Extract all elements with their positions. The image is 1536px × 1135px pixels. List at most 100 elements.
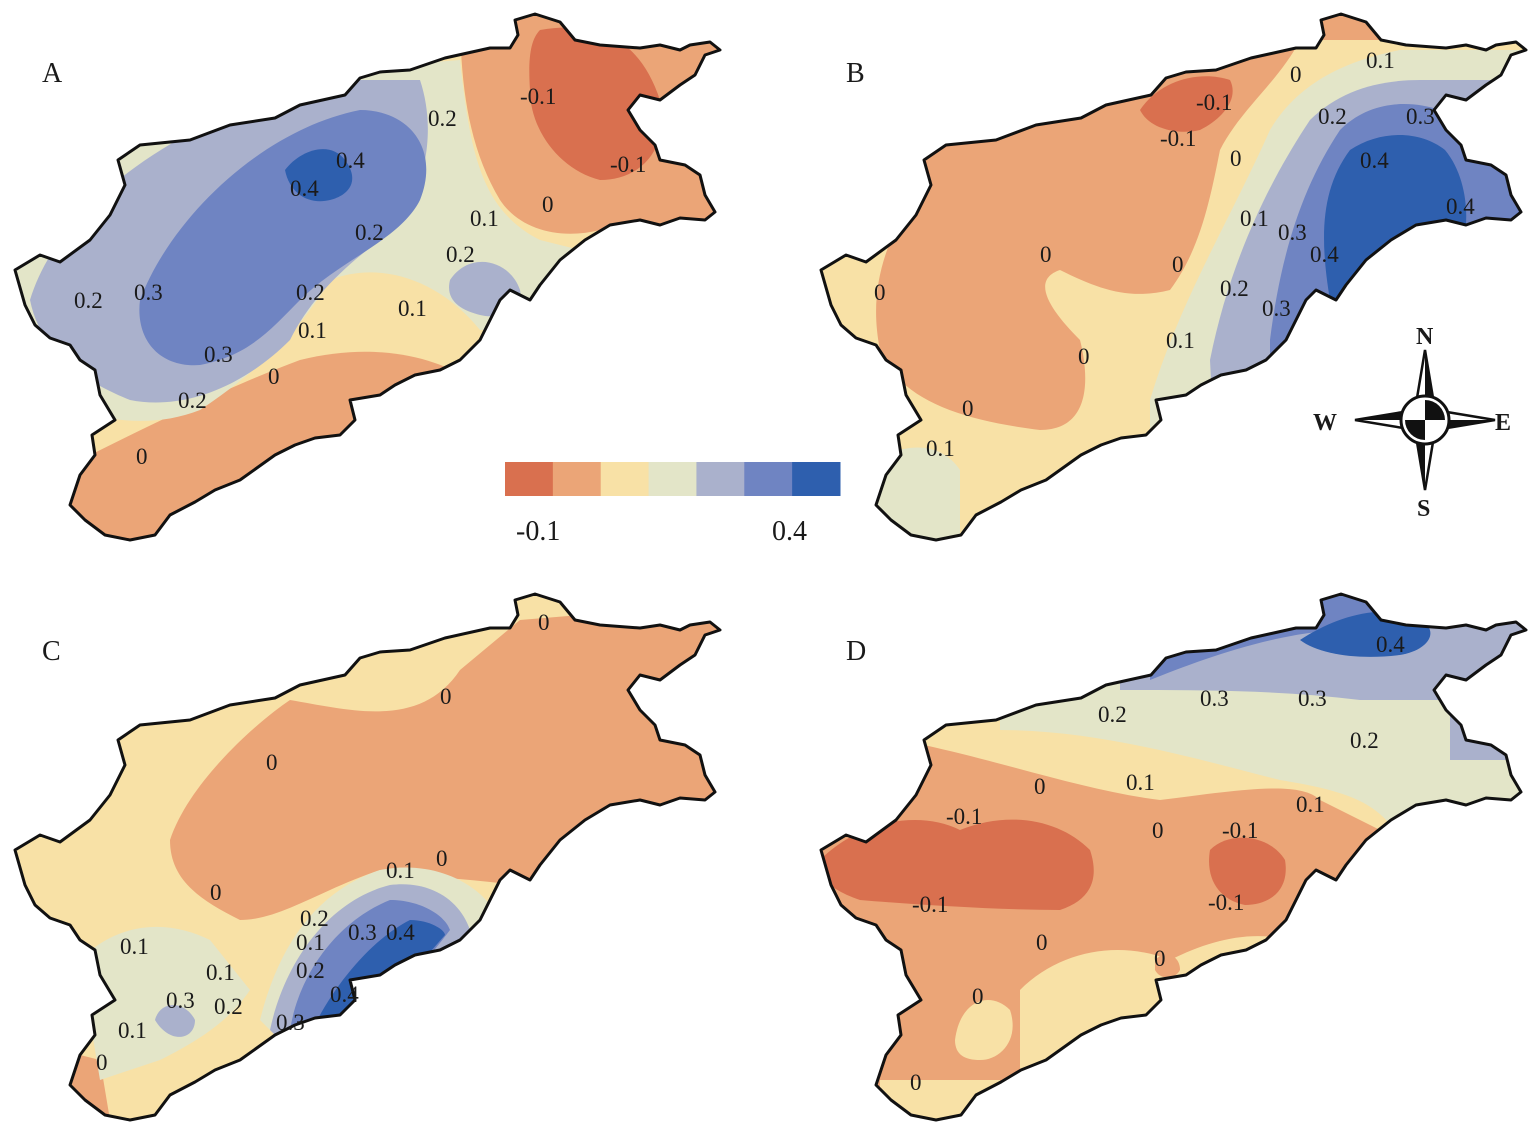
contour-label: 0.1 <box>1296 792 1325 817</box>
panel-d-contour-labels: 0.4 0.2 0.3 0.3 0.2 0 0.1 0.1 -0.1 0 -0.… <box>910 632 1405 1095</box>
contour-label: 0.3 <box>1200 686 1229 711</box>
contour-label: 0.2 <box>1220 276 1249 301</box>
contour-label: 0.3 <box>1262 296 1291 321</box>
panel-d-zone <box>955 1000 1013 1060</box>
contour-label: 0.1 <box>120 934 149 959</box>
legend-max-label: 0.4 <box>772 516 807 547</box>
contour-label: 0.4 <box>336 148 365 173</box>
contour-label: 0.4 <box>386 920 415 945</box>
contour-label: 0.3 <box>204 342 233 367</box>
contour-label: 0.1 <box>398 296 427 321</box>
compass-w: W <box>1313 410 1337 436</box>
contour-label: 0 <box>1172 252 1184 277</box>
contour-label: 0.4 <box>290 176 319 201</box>
contour-label: 0.3 <box>1406 104 1435 129</box>
contour-label: -0.1 <box>1222 818 1258 843</box>
contour-label: 0.2 <box>214 994 243 1019</box>
panel-a-zone <box>15 351 500 540</box>
contour-label: 0.1 <box>470 206 499 231</box>
contour-label: 0.1 <box>1240 206 1269 231</box>
panel-a-zone <box>285 149 353 202</box>
contour-label: 0.4 <box>330 982 359 1007</box>
contour-label: 0.3 <box>134 280 163 305</box>
contour-label: 0 <box>1036 930 1048 955</box>
panel-d-zone <box>880 1080 1000 1120</box>
contour-label: 0 <box>1078 344 1090 369</box>
panel-d-zone <box>1155 954 1180 978</box>
panel-c-zone <box>155 1005 195 1037</box>
contour-label: 0.3 <box>166 988 195 1013</box>
contour-label: 0.1 <box>1166 328 1195 353</box>
contour-label: 0.2 <box>1350 728 1379 753</box>
contour-label: 0.4 <box>1310 242 1339 267</box>
contour-label: 0 <box>440 684 452 709</box>
contour-label: -0.1 <box>1208 890 1244 915</box>
contour-label: 0.1 <box>1126 770 1155 795</box>
contour-label: 0.2 <box>446 242 475 267</box>
contour-label: 0 <box>436 846 448 871</box>
contour-label: 0.2 <box>296 958 325 983</box>
contour-label: 0 <box>210 880 222 905</box>
contour-label: 0.3 <box>348 920 377 945</box>
contour-label: 0 <box>538 610 550 635</box>
panel-a-zone <box>529 27 662 181</box>
compass-s: S <box>1417 496 1430 522</box>
panel-b-zone <box>1324 135 1467 306</box>
contour-label: 0.4 <box>1446 194 1475 219</box>
panel-b-boundary <box>819 12 1528 542</box>
panel-b-label: B <box>846 58 865 89</box>
panel-a-label: A <box>42 58 63 89</box>
contour-label: 0.1 <box>926 436 955 461</box>
panel-d-contour-fill <box>821 594 1526 1120</box>
contour-label: 0 <box>1290 62 1302 87</box>
contour-label: 0 <box>962 396 974 421</box>
panel-d: D 0.4 0.2 0.3 0.3 0.2 0 0.1 0.1 -0.1 <box>819 592 1528 1122</box>
contour-label: 0.3 <box>1278 220 1307 245</box>
panel-d-label: D <box>846 636 866 667</box>
contour-label: -0.1 <box>1160 126 1196 151</box>
compass-e: E <box>1495 410 1511 436</box>
contour-label: 0 <box>136 444 148 469</box>
contour-label: 0 <box>1230 146 1242 171</box>
contour-label: 0.1 <box>386 858 415 883</box>
panel-d-zone <box>1209 837 1286 905</box>
panel-c-zone <box>80 926 250 1080</box>
contour-label: -0.1 <box>912 892 948 917</box>
contour-label: 0.3 <box>1298 686 1327 711</box>
contour-label: 0.1 <box>1366 48 1395 73</box>
contour-label: 0.1 <box>206 960 235 985</box>
legend-swatch <box>696 462 745 496</box>
contour-label: 0 <box>542 192 554 217</box>
contour-label: 0 <box>1152 818 1164 843</box>
contour-label: 0 <box>972 984 984 1009</box>
panel-a-contour-labels: -0.1 -0.1 0.2 0.4 0.4 0.2 0.1 0 0.2 0.2 … <box>74 84 646 469</box>
panel-b-zone <box>1140 76 1233 132</box>
contour-label: -0.1 <box>610 152 646 177</box>
panel-a-boundary <box>13 12 722 542</box>
contour-label: 0.4 <box>1376 632 1405 657</box>
contour-label: 0 <box>1040 242 1052 267</box>
contour-label: 0.1 <box>296 930 325 955</box>
contour-label: 0.2 <box>296 280 325 305</box>
compass-n: N <box>1416 324 1434 350</box>
panel-c: C 0 0 0 0 0 0.1 0.1 0.1 0.2 0.3 0.4 0.1 <box>13 592 722 1122</box>
contour-label: 0 <box>96 1050 108 1075</box>
contour-label: 0.1 <box>298 318 327 343</box>
contour-label: 0 <box>910 1070 922 1095</box>
legend-swatch <box>744 462 793 496</box>
contour-label: 0 <box>874 280 886 305</box>
contour-label: -0.1 <box>1196 90 1232 115</box>
panel-a-zone <box>139 110 427 366</box>
legend-swatch <box>648 462 697 496</box>
contour-label: 0.2 <box>1318 104 1347 129</box>
contour-label: 0.2 <box>355 220 384 245</box>
contour-label: 0 <box>1034 774 1046 799</box>
contour-label: 0.2 <box>178 388 207 413</box>
contour-label: 0 <box>1154 946 1166 971</box>
legend-min-label: -0.1 <box>516 516 560 547</box>
panel-c-contour-fill <box>15 594 720 1120</box>
panel-d-zone <box>821 819 1094 910</box>
panel-d-boundary <box>819 592 1528 1122</box>
color-legend <box>505 462 841 496</box>
